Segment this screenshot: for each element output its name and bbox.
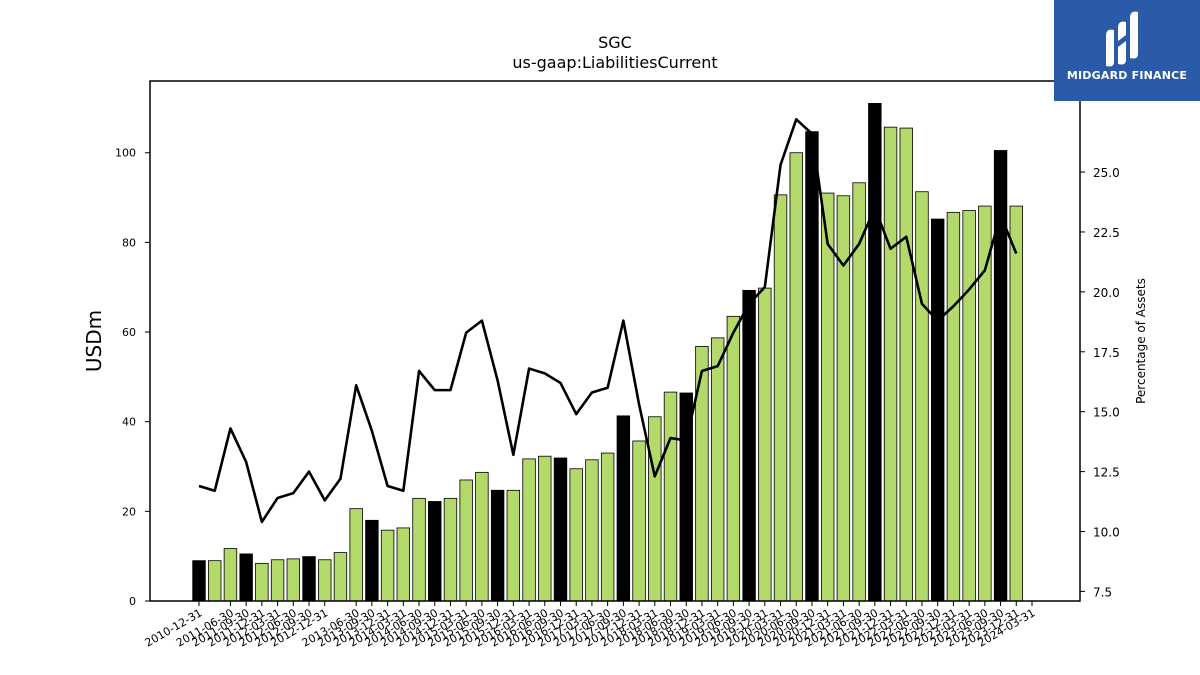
bar-2015-03-31 xyxy=(459,479,473,602)
y2-tick-label: 22.5 xyxy=(1093,226,1120,240)
y-axis-left: 0 20 40 60 80 100 xyxy=(115,147,150,608)
bar-2012-03-31 xyxy=(270,559,285,602)
bar-2015-06-30 xyxy=(475,471,489,602)
bar-2014-09-30 xyxy=(428,501,442,602)
bar-2014-06-30 xyxy=(412,497,426,602)
plot-frame xyxy=(149,80,1081,602)
bar-2018-06-30 xyxy=(663,391,678,602)
bar-2017-12-31 xyxy=(632,440,646,602)
bar-2016-03-31 xyxy=(522,458,536,602)
logo-text: MIDGARD FINANCE xyxy=(1066,69,1188,82)
bar-2019-12-31 xyxy=(758,287,772,602)
percentage-line xyxy=(198,118,1018,524)
x-axis: 2010-12-312011-06-302011-09-302011-12-31… xyxy=(143,601,1038,650)
bar-2015-12-31 xyxy=(506,489,521,602)
bar-2011-06-30 xyxy=(223,548,238,602)
bar-2016-06-30 xyxy=(538,455,552,602)
chart-title: SGC xyxy=(598,33,632,52)
y2-tick-label: 17.5 xyxy=(1093,346,1120,360)
y2-tick-label: 12.5 xyxy=(1093,466,1120,480)
bar-2017-09-30 xyxy=(616,415,631,602)
bar-2020-09-30 xyxy=(805,131,819,602)
bar-series xyxy=(192,103,1023,602)
bar-2013-03-31 xyxy=(333,552,348,602)
y2-tick-label: 20.0 xyxy=(1093,286,1120,300)
y-tick-label: 80 xyxy=(122,236,136,249)
bar-2013-12-31 xyxy=(380,529,395,602)
bar-2010-12-31 xyxy=(192,560,206,602)
y-tick-label: 100 xyxy=(115,147,136,160)
bar-2017-03-31 xyxy=(585,459,599,602)
y-axis-right: 7.5 10.0 12.5 15.0 17.5 20.0 22.5 25.0 xyxy=(1080,166,1120,599)
y2-tick-label: 25.0 xyxy=(1093,166,1120,180)
y2-axis-label: Percentage of Assets xyxy=(1134,278,1148,404)
bar-2016-09-30 xyxy=(553,457,568,602)
bar-2022-12-31 xyxy=(946,211,961,602)
line-series xyxy=(198,118,1018,524)
y-tick-label: 40 xyxy=(122,416,136,429)
bar-2023-06-30 xyxy=(978,205,992,602)
bar-2020-12-31 xyxy=(820,192,835,602)
bar-2017-06-30 xyxy=(600,452,615,602)
bar-2021-12-31 xyxy=(883,126,898,602)
bar-2016-12-31 xyxy=(569,468,583,602)
bar-2012-06-30 xyxy=(286,558,301,602)
y2-tick-label: 10.0 xyxy=(1093,526,1120,540)
bar-2013-06-30 xyxy=(349,508,363,602)
y-axis-label: USDm xyxy=(82,310,106,372)
y-tick-label: 60 xyxy=(122,326,136,339)
y-tick-label: 0 xyxy=(129,595,136,608)
bar-2019-03-31 xyxy=(710,337,725,602)
bar-2022-09-30 xyxy=(931,218,945,602)
bar-2020-06-30 xyxy=(789,152,803,602)
logo-mark-icon xyxy=(1106,11,1138,67)
bar-2019-09-30 xyxy=(742,289,756,602)
brand-logo: MIDGARD FINANCE xyxy=(1054,0,1200,101)
bar-2011-03-31 xyxy=(208,560,222,602)
bar-2021-03-31 xyxy=(836,195,851,602)
bar-2020-03-31 xyxy=(773,194,788,602)
chart-subtitle: us-gaap:LiabilitiesCurrent xyxy=(512,53,717,72)
bar-2019-06-30 xyxy=(726,315,741,602)
bar-2012-09-30 xyxy=(302,556,316,602)
bar-2022-06-30 xyxy=(915,191,929,602)
bar-2022-03-31 xyxy=(899,127,913,602)
bar-2011-12-31 xyxy=(255,562,269,602)
bar-2015-09-30 xyxy=(490,489,505,602)
bar-2023-12-31 xyxy=(1009,205,1023,602)
y2-tick-label: 7.5 xyxy=(1093,585,1112,599)
y2-tick-label: 15.0 xyxy=(1093,406,1120,420)
y-tick-label: 20 xyxy=(122,505,136,518)
bar-2018-03-31 xyxy=(648,416,662,602)
bar-2023-03-31 xyxy=(962,210,976,602)
bar-2014-12-31 xyxy=(443,497,458,602)
bar-2014-03-31 xyxy=(396,527,411,602)
bar-2013-09-30 xyxy=(365,519,379,602)
bar-2012-12-31 xyxy=(318,559,332,602)
bar-2011-09-30 xyxy=(239,553,253,602)
bar-2021-09-30 xyxy=(868,103,882,602)
